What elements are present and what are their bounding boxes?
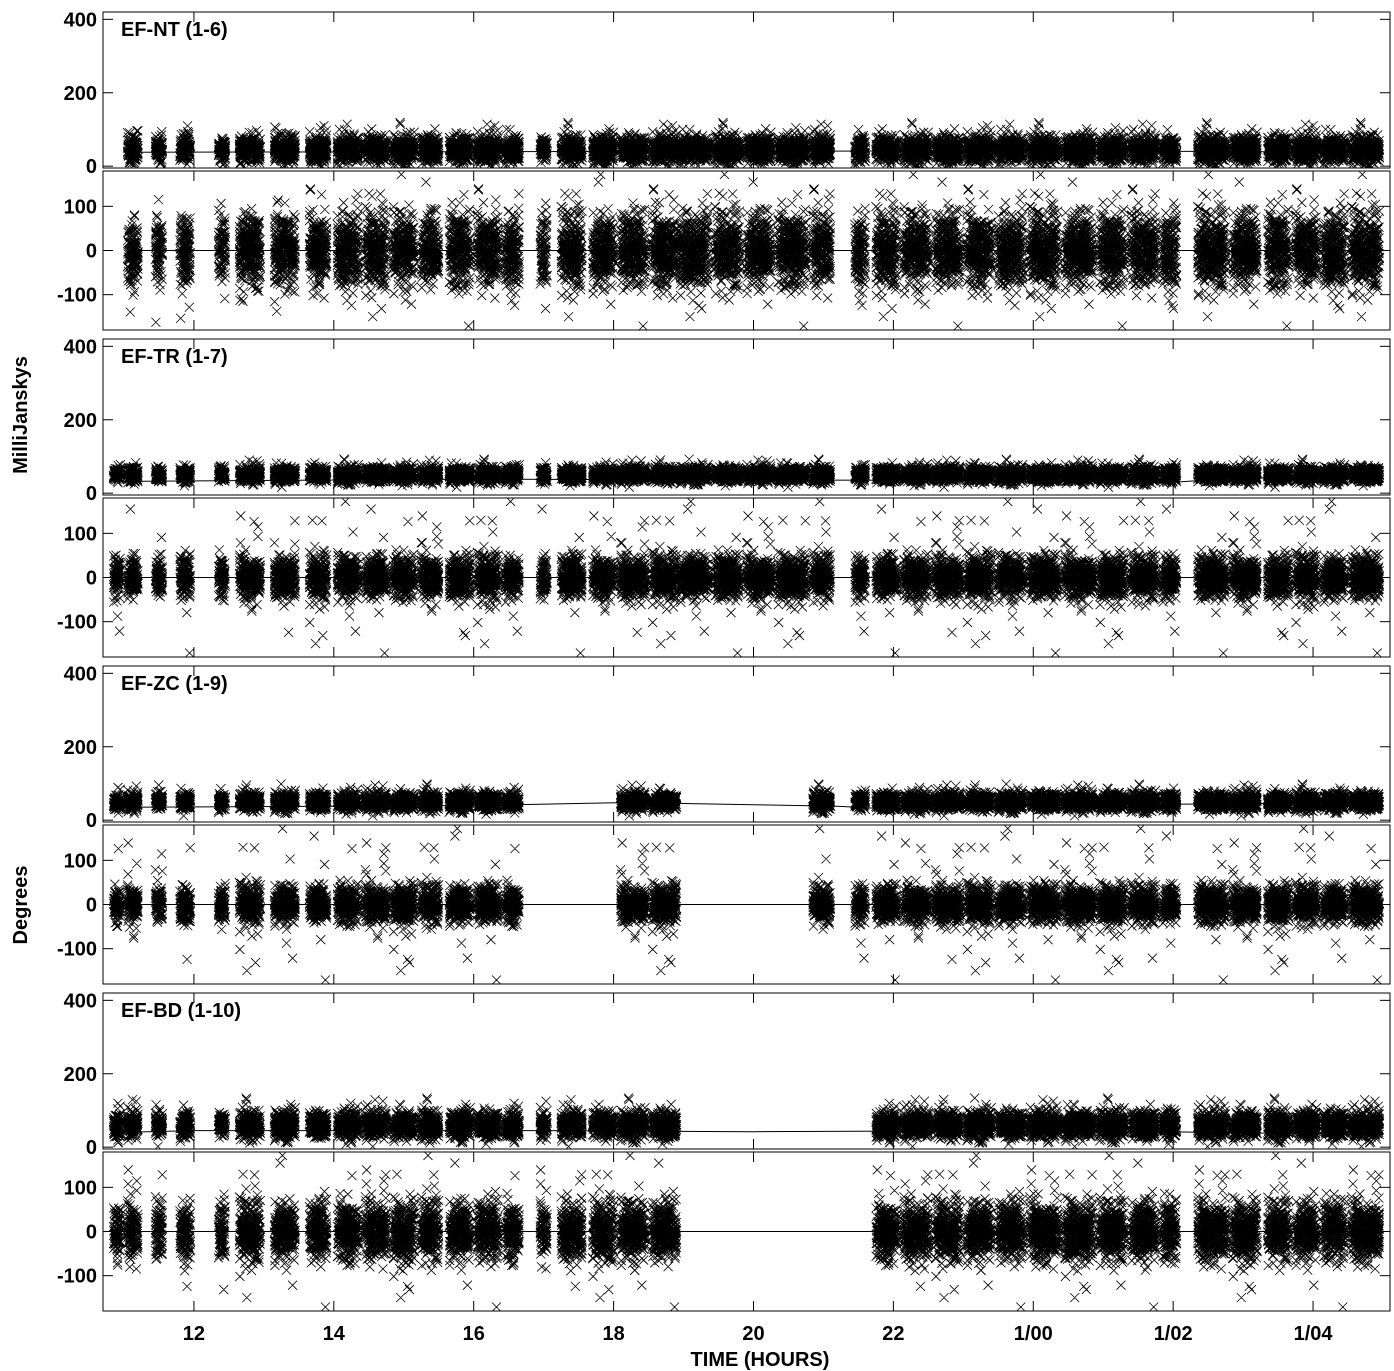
amplitude-tick-label: 0 xyxy=(86,810,97,832)
phase-tick-label: 100 xyxy=(64,1177,97,1199)
amplitude-tick-label: 0 xyxy=(86,156,97,178)
amplitude-points xyxy=(109,455,1384,492)
phase-tick-label: 0 xyxy=(86,895,97,917)
panel-1: 0 200 400 -100 0 100 EF-NT (1-6) xyxy=(57,9,1390,330)
amplitude-tick-label: 400 xyxy=(64,663,97,685)
x-tick-label: 14 xyxy=(323,1323,346,1345)
phase-tick-label: 100 xyxy=(64,850,97,872)
x-tick-label: 12 xyxy=(183,1323,205,1345)
amplitude-tick-label: 400 xyxy=(64,9,97,31)
baseline-label: EF-TR (1-7) xyxy=(121,346,228,368)
panel-4: 0 200 400 -100 0 100 EF-BD (1-10) xyxy=(57,990,1390,1311)
phase-tick-label: 0 xyxy=(86,1222,97,1244)
amplitude-points xyxy=(109,779,1384,820)
baseline-label: EF-ZC (1-9) xyxy=(121,673,228,695)
x-tick-label: 1/00 xyxy=(1014,1323,1053,1345)
amplitude-points xyxy=(123,118,1384,178)
phase-tick-label: -100 xyxy=(57,285,97,307)
x-axis-title: TIME (HOURS) xyxy=(691,1349,830,1371)
phase-tick-label: 0 xyxy=(86,241,97,263)
x-tick-label: 1/04 xyxy=(1294,1323,1334,1345)
amplitude-tick-label: 0 xyxy=(86,1137,97,1159)
baseline-label: EF-BD (1-10) xyxy=(121,1000,241,1022)
x-tick-label: 20 xyxy=(742,1323,764,1345)
phase-tick-label: 0 xyxy=(86,568,97,590)
amplitude-tick-label: 200 xyxy=(64,737,97,759)
phase-tick-label: 100 xyxy=(64,523,97,545)
baseline-label: EF-NT (1-6) xyxy=(121,19,228,41)
amplitude-points xyxy=(109,1094,1384,1151)
phase-tick-label: -100 xyxy=(57,612,97,634)
amplitude-tick-label: 400 xyxy=(64,990,97,1012)
x-tick-label: 22 xyxy=(882,1323,904,1345)
phase-tick-label: -100 xyxy=(57,939,97,961)
phase-tick-label: 100 xyxy=(64,196,97,218)
amplitude-tick-label: 200 xyxy=(64,410,97,432)
x-tick-label: 18 xyxy=(602,1323,624,1345)
panels-group: 0 200 400 -100 0 100 EF-NT (1-6) 0 200 400 -100 0 10… xyxy=(57,9,1390,1311)
panel-2: 0 200 400 -100 0 100 EF-TR (1-7) xyxy=(57,336,1390,657)
y-axis-title-phase: Degrees xyxy=(10,866,32,945)
panel-3: 0 200 400 -100 0 100 EF-ZC (1-9) xyxy=(57,663,1390,984)
y-axis-title-amplitude: MilliJanskys xyxy=(10,356,32,474)
amplitude-tick-label: 0 xyxy=(86,483,97,505)
amplitude-tick-label: 200 xyxy=(64,83,97,105)
phase-tick-label: -100 xyxy=(57,1266,97,1288)
x-tick-label: 1/02 xyxy=(1154,1323,1193,1345)
amplitude-tick-label: 400 xyxy=(64,336,97,358)
amplitude-tick-label: 200 xyxy=(64,1064,97,1086)
x-tick-label: 16 xyxy=(463,1323,485,1345)
x-axis-tick-labels: 12 14 16 18 20 22 1/00 1/02 1/04 xyxy=(183,1323,1334,1345)
